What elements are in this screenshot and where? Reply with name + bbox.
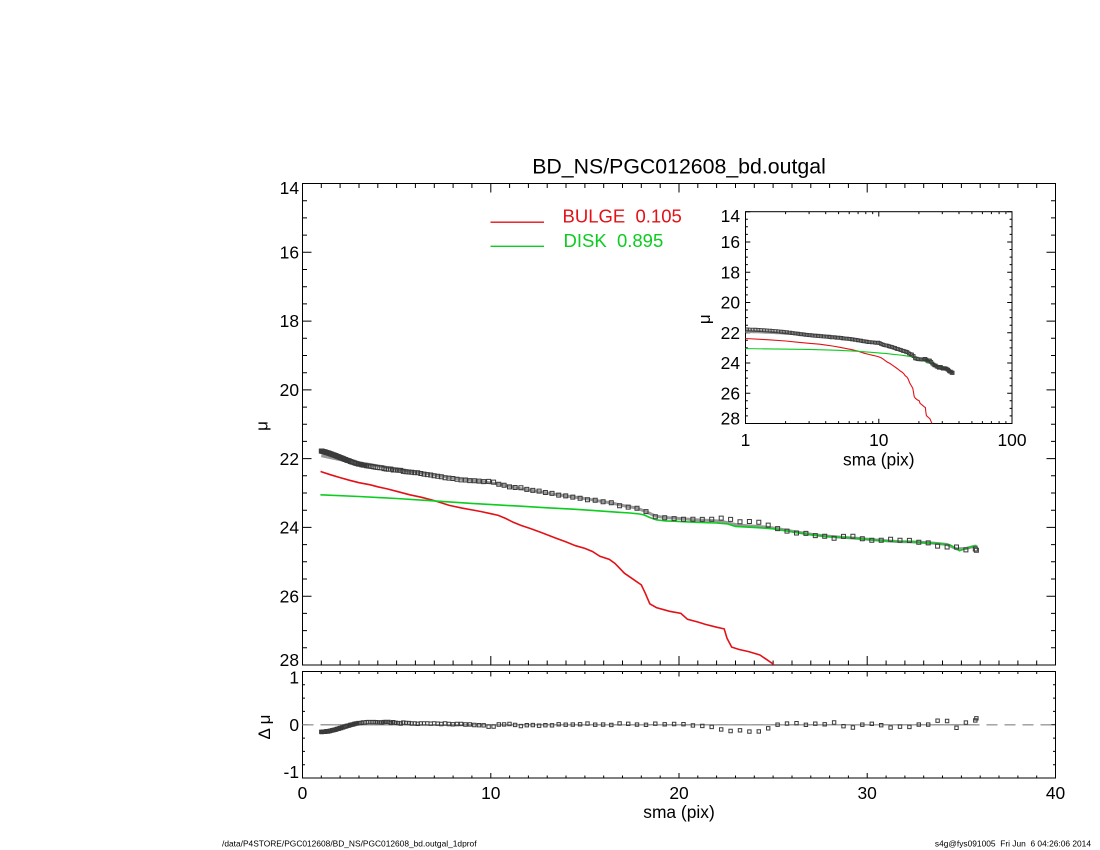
svg-text:16: 16: [721, 232, 740, 252]
svg-text:14: 14: [721, 206, 741, 226]
svg-text:1: 1: [741, 430, 751, 450]
svg-text:16: 16: [280, 243, 299, 263]
svg-text:BD_NS/PGC012608_bd.outgal: BD_NS/PGC012608_bd.outgal: [532, 155, 826, 179]
svg-text:26: 26: [280, 586, 299, 606]
svg-text:μ: μ: [253, 421, 272, 431]
svg-text:40: 40: [1046, 783, 1065, 803]
svg-text:26: 26: [721, 383, 740, 403]
svg-text:22: 22: [280, 449, 299, 469]
svg-text:20: 20: [280, 380, 299, 400]
svg-text:sma (pix): sma (pix): [843, 450, 915, 470]
svg-text:0: 0: [298, 783, 308, 803]
svg-text:/data/P4STORE/PGC012608/BD_NS/: /data/P4STORE/PGC012608/BD_NS/PGC012608_…: [222, 839, 477, 849]
svg-text:100: 100: [997, 430, 1026, 450]
svg-text:28: 28: [721, 409, 740, 429]
svg-text:18: 18: [721, 262, 740, 282]
svg-text:14: 14: [280, 178, 300, 198]
svg-text:sma (pix): sma (pix): [643, 802, 715, 822]
svg-text:24: 24: [721, 353, 741, 373]
svg-text:μ: μ: [695, 314, 714, 324]
svg-text:20: 20: [721, 293, 740, 313]
svg-text:BULGE 0.105: BULGE 0.105: [563, 206, 682, 227]
svg-text:30: 30: [858, 783, 877, 803]
svg-text:28: 28: [280, 650, 299, 670]
svg-text:24: 24: [280, 518, 300, 538]
svg-text:Δ μ: Δ μ: [255, 715, 274, 740]
svg-text:1: 1: [289, 668, 299, 688]
svg-text:0: 0: [289, 715, 299, 735]
svg-text:s4g@fys091005 Fri Jun 6 04:2: s4g@fys091005 Fri Jun 6 04:26:06 2014: [935, 839, 1091, 849]
svg-text:18: 18: [280, 311, 299, 331]
svg-text:10: 10: [869, 430, 888, 450]
svg-text:10: 10: [481, 783, 500, 803]
svg-text:22: 22: [721, 323, 740, 343]
svg-text:DISK 0.895: DISK 0.895: [564, 230, 664, 251]
svg-text:-1: -1: [284, 762, 299, 782]
svg-text:20: 20: [669, 783, 688, 803]
